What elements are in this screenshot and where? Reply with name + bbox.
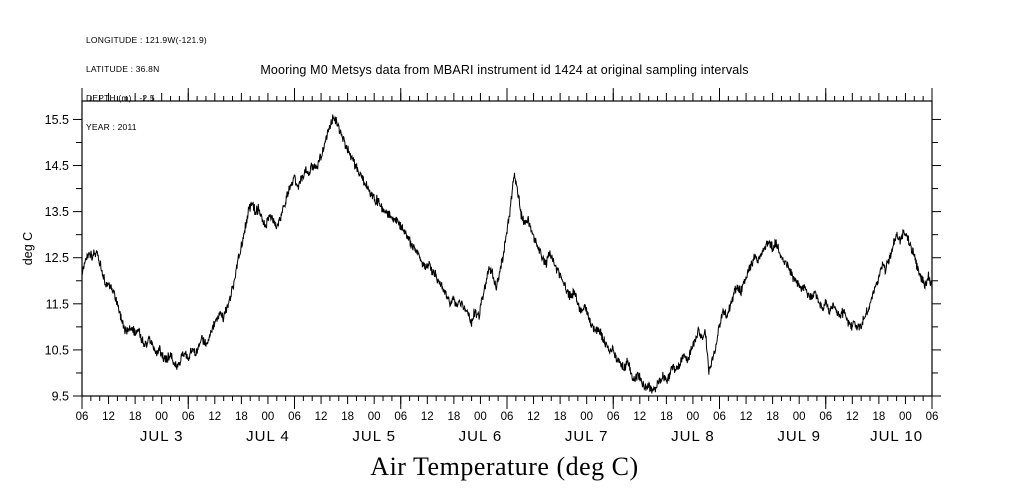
metadata-longitude: LONGITUDE : 121.9W(-121.9) <box>86 35 207 46</box>
metadata-latitude: LATITUDE : 36.8N <box>86 63 160 74</box>
x-hour-label: 12 <box>208 411 221 423</box>
x-hour-label: 00 <box>262 411 275 423</box>
x-hour-label: 00 <box>793 411 806 423</box>
metadata-year: YEAR : 2011 <box>86 121 137 132</box>
x-day-label: JUL 6 <box>459 428 503 445</box>
plot-caption: Air Temperature (deg C) <box>370 452 639 481</box>
x-hour-label: 06 <box>926 411 939 423</box>
x-day-label: JUL 10 <box>870 428 923 445</box>
x-hour-label: 06 <box>394 411 407 423</box>
x-hour-label: 12 <box>527 411 540 423</box>
x-day-label: JUL 9 <box>777 428 821 445</box>
x-hour-label: 00 <box>155 411 168 423</box>
x-hour-label: 18 <box>341 411 354 423</box>
metadata-block: LONGITUDE : 121.9W(-121.9) LATITUDE : 36… <box>86 17 207 142</box>
x-day-label: JUL 4 <box>246 428 290 445</box>
axis-ticks <box>73 88 941 409</box>
x-day-label: JUL 3 <box>140 428 184 445</box>
y-tick-label: 9.5 <box>52 390 69 404</box>
x-axis-hour-labels: 06 12 18 00 06 12 18 00 06 12 18 00 06 12 18 00 06 12 18 00… <box>76 411 939 423</box>
x-hour-label: 06 <box>288 411 301 423</box>
y-tick-label: 15.5 <box>45 113 69 127</box>
x-hour-label: 12 <box>633 411 646 423</box>
x-hour-label: 00 <box>368 411 381 423</box>
y-axis-title-text: deg C <box>21 232 35 265</box>
x-hour-label: 06 <box>76 411 89 423</box>
y-axis-title: deg C <box>21 232 35 265</box>
x-hour-label: 00 <box>580 411 593 423</box>
air-temperature-series <box>81 114 933 394</box>
x-hour-label: 18 <box>766 411 779 423</box>
y-tick-label: 13.5 <box>45 205 69 219</box>
x-hour-label: 00 <box>474 411 487 423</box>
x-day-label: JUL 8 <box>671 428 715 445</box>
y-tick-label: 12.5 <box>45 251 69 265</box>
x-hour-label: 06 <box>501 411 514 423</box>
x-hour-label: 06 <box>713 411 726 423</box>
x-hour-label: 18 <box>872 411 885 423</box>
y-tick-label: 14.5 <box>45 159 69 173</box>
chart-title: Mooring M0 Metsys data from MBARI instru… <box>260 63 749 77</box>
x-hour-label: 18 <box>235 411 248 423</box>
x-day-label: JUL 7 <box>565 428 609 445</box>
plot-frame <box>81 100 933 397</box>
x-hour-label: 12 <box>102 411 115 423</box>
x-hour-label: 18 <box>447 411 460 423</box>
x-hour-label: 00 <box>899 411 912 423</box>
y-tick-label: 11.5 <box>46 297 69 311</box>
x-hour-label: 06 <box>182 411 195 423</box>
x-hour-label: 00 <box>687 411 700 423</box>
x-hour-label: 12 <box>846 411 859 423</box>
x-hour-label: 18 <box>129 411 142 423</box>
x-hour-label: 18 <box>554 411 567 423</box>
x-hour-label: 06 <box>607 411 620 423</box>
y-tick-label: 10.5 <box>45 343 69 357</box>
y-axis-labels: 9.5 10.5 11.5 12.5 13.5 14.5 15.5 <box>45 113 69 404</box>
x-hour-label: 12 <box>740 411 753 423</box>
x-hour-label: 06 <box>819 411 832 423</box>
x-hour-label: 12 <box>315 411 328 423</box>
x-hour-label: 12 <box>421 411 434 423</box>
x-day-label: JUL 5 <box>352 428 396 445</box>
x-axis-day-labels: JUL 3 JUL 4 JUL 5 JUL 6 JUL 7 JUL 8 JUL 9 JUL 1… <box>140 428 923 445</box>
x-hour-label: 18 <box>660 411 673 423</box>
